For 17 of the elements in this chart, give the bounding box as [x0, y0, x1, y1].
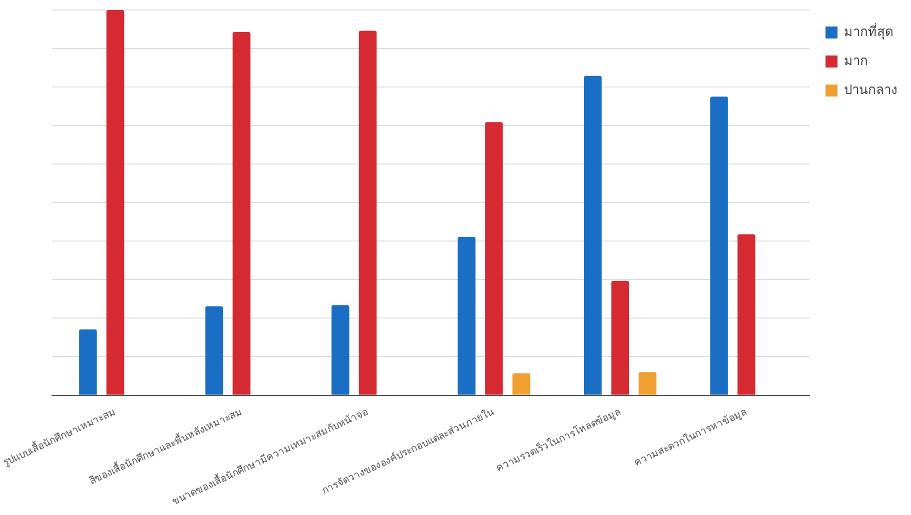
bar [485, 122, 503, 395]
legend-label: มาก [844, 54, 868, 69]
bar [458, 236, 476, 395]
legend-label: ปานกลาง [844, 82, 897, 98]
bar [106, 10, 124, 395]
bar [710, 96, 728, 395]
bar [205, 306, 224, 395]
bar [332, 305, 350, 395]
legend-label: มากที่สุด [844, 22, 893, 40]
bar [79, 329, 97, 395]
bar [584, 76, 602, 395]
bar [738, 234, 756, 395]
bar [512, 373, 530, 395]
bar [611, 280, 630, 395]
bar [232, 32, 250, 395]
bar [638, 372, 656, 395]
bar [358, 30, 377, 395]
